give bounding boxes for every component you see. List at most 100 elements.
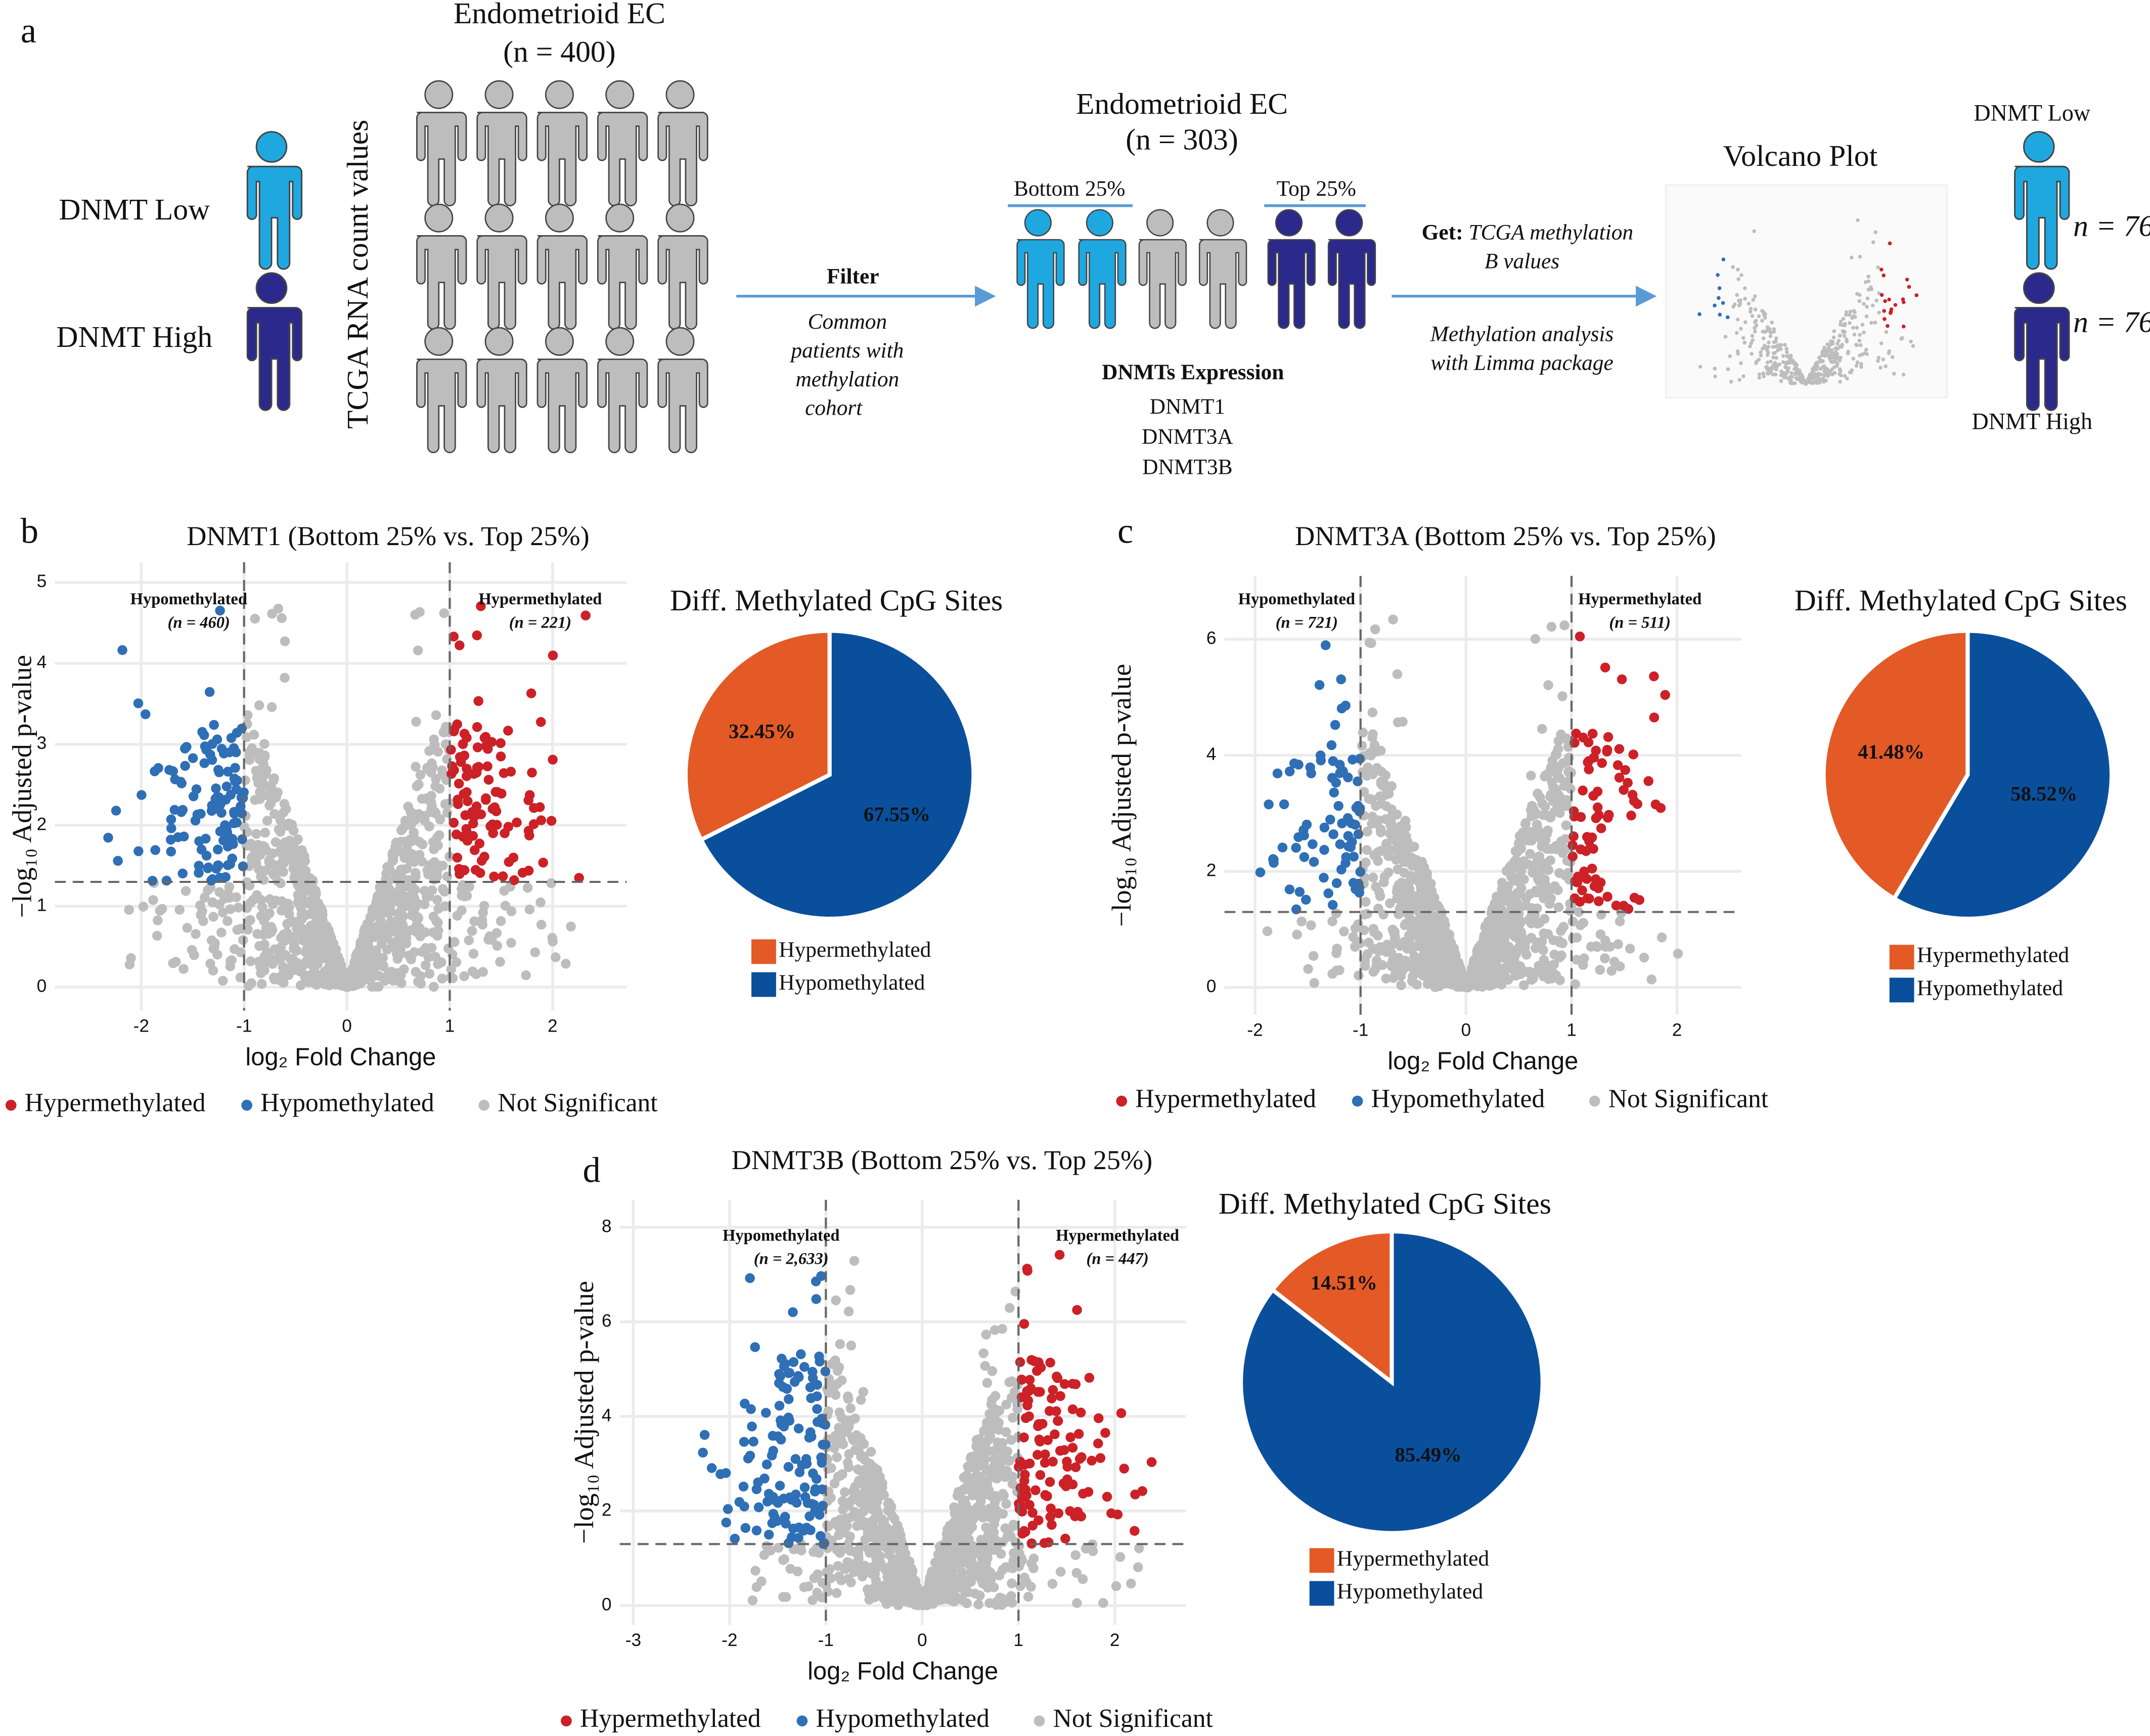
point-cloud	[1851, 314, 1856, 319]
point-cloud	[1869, 285, 1873, 289]
person-body	[2014, 307, 2070, 411]
legend-label: Hypermethylated	[1917, 943, 2069, 967]
point-cloud	[778, 1555, 788, 1565]
point-cloud	[1409, 967, 1419, 977]
point-cloud	[1579, 866, 1589, 877]
point-cloud	[211, 783, 221, 793]
y-tick-label: 3	[37, 733, 47, 753]
point-cloud	[452, 853, 463, 863]
point-cloud	[1055, 1567, 1066, 1577]
point-cloud	[1825, 342, 1829, 346]
point-cloud	[1600, 662, 1610, 673]
point-cloud	[793, 1423, 804, 1434]
point-cloud	[1438, 951, 1448, 961]
point-cloud	[1603, 732, 1614, 742]
point-cloud	[784, 1394, 794, 1404]
point-cloud	[124, 905, 134, 915]
point-cloud	[226, 790, 236, 800]
point-cloud	[1697, 312, 1701, 317]
point-cloud	[753, 1502, 764, 1512]
point-cloud	[1866, 279, 1871, 284]
point-cloud	[250, 613, 260, 624]
point-cloud	[262, 957, 273, 967]
point-cloud	[1876, 355, 1881, 360]
point-cloud	[879, 1539, 889, 1549]
point-cloud	[375, 883, 385, 894]
step-text: Get: TCGA methylation	[1422, 220, 1633, 245]
point-cloud	[300, 856, 310, 866]
point-cloud	[1576, 812, 1586, 822]
point-cloud	[399, 964, 409, 974]
person-head	[424, 203, 454, 233]
point-cloud	[1452, 982, 1463, 992]
point-cloud	[1007, 1479, 1018, 1489]
y-tick-label: 6	[602, 1311, 612, 1330]
point-cloud	[1738, 298, 1742, 302]
point-cloud	[1126, 1578, 1136, 1589]
legend-label: Hypomethylated	[816, 1704, 990, 1733]
point-cloud	[1767, 340, 1771, 344]
point-cloud	[1768, 327, 1772, 331]
point-cloud	[411, 967, 421, 977]
point-cloud	[746, 1404, 756, 1414]
point-cloud	[1590, 874, 1601, 884]
point-cloud	[459, 971, 469, 982]
point-cloud	[784, 1368, 795, 1378]
point-cloud	[1007, 1578, 1017, 1588]
point-cloud	[997, 1438, 1008, 1448]
point-cloud	[222, 767, 233, 777]
point-cloud	[1430, 927, 1441, 938]
y-tick-label: 4	[1206, 744, 1217, 764]
point-cloud	[1291, 842, 1301, 853]
pie-slice	[683, 629, 832, 843]
point-cloud	[837, 1469, 847, 1479]
point-cloud	[1843, 374, 1847, 378]
point-cloud	[1427, 962, 1437, 972]
point-cloud	[1615, 916, 1625, 926]
point-cloud	[191, 784, 202, 794]
point-cloud	[267, 608, 277, 619]
point-cloud	[809, 1573, 819, 1583]
point-cloud	[1480, 964, 1490, 975]
point-cloud	[313, 904, 324, 914]
point-cloud	[496, 738, 506, 748]
point-cloud	[166, 847, 176, 857]
point-cloud	[368, 925, 379, 936]
point-cloud	[271, 837, 281, 848]
point-cloud	[340, 980, 351, 990]
x-tick-label: -1	[236, 1016, 252, 1036]
point-cloud	[822, 1520, 832, 1531]
axis-label: TCGA RNA count values	[341, 120, 374, 429]
point-cloud	[768, 1431, 778, 1441]
point-cloud	[1328, 756, 1338, 766]
point-cloud	[482, 761, 492, 772]
point-cloud	[197, 727, 207, 737]
point-cloud	[1336, 674, 1346, 685]
point-cloud	[1793, 363, 1798, 367]
point-cloud	[166, 814, 176, 825]
point-cloud	[117, 645, 127, 655]
point-cloud	[524, 904, 535, 915]
legend-swatch	[1889, 977, 1914, 1003]
legend-label: Not Significant	[1608, 1084, 1769, 1113]
point-cloud	[863, 1584, 873, 1594]
point-cloud	[1750, 334, 1755, 338]
point-cloud	[1713, 374, 1717, 379]
quartile-label: Top 25%	[1277, 176, 1356, 201]
point-cloud	[1078, 1574, 1088, 1584]
point-cloud	[753, 1477, 763, 1488]
point-cloud	[1839, 373, 1843, 378]
point-cloud	[1309, 978, 1319, 988]
point-cloud	[1387, 958, 1397, 968]
point-cloud	[885, 1577, 895, 1587]
point-cloud	[1484, 956, 1495, 967]
point-cloud	[1359, 787, 1369, 797]
point-cloud	[1655, 803, 1666, 813]
point-cloud	[803, 1581, 814, 1591]
person-head	[665, 327, 695, 356]
point-cloud	[1072, 1598, 1082, 1608]
step-text: with Limma package	[1430, 350, 1613, 375]
point-cloud	[983, 1530, 993, 1541]
step-text: Common	[808, 309, 887, 334]
point-cloud	[868, 1515, 879, 1525]
